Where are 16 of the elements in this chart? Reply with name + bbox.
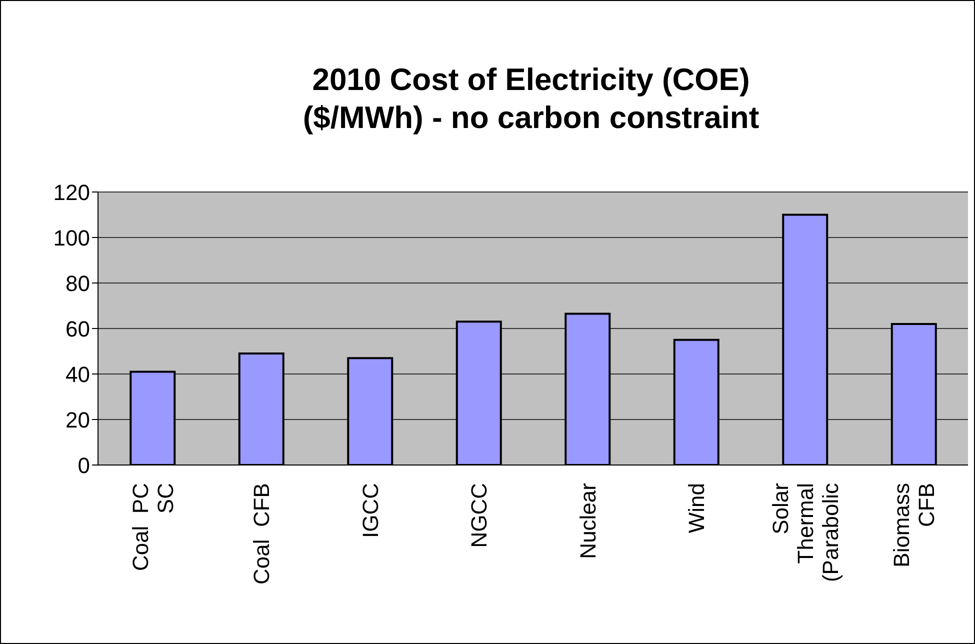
x-tick-label: NGCC xyxy=(466,482,492,548)
y-tick-label: 0 xyxy=(78,452,90,478)
x-tick-label: Biomass CFB xyxy=(889,483,940,568)
x-tick-label: Coal CFB xyxy=(249,483,274,584)
y-tick-label: 80 xyxy=(66,270,90,296)
y-tick-label: 100 xyxy=(53,225,90,250)
x-tick-label: Nuclear xyxy=(575,483,600,559)
chart-title: 2010 Cost of Electricity (COE) ($/MWh) - no carbon constraint xyxy=(302,61,760,137)
y-tick-label: 60 xyxy=(66,316,90,342)
y-tick-label: 20 xyxy=(66,407,90,432)
x-tick-label: IGCC xyxy=(358,482,383,538)
x-tick-label: Wind xyxy=(684,483,710,534)
x-tick-label: Coal PC SC xyxy=(128,482,178,572)
y-tick-label: 120 xyxy=(53,180,90,205)
x-tick-label: Solar Thermal (Parabolic xyxy=(768,483,843,582)
y-tick-label: 40 xyxy=(66,362,90,387)
